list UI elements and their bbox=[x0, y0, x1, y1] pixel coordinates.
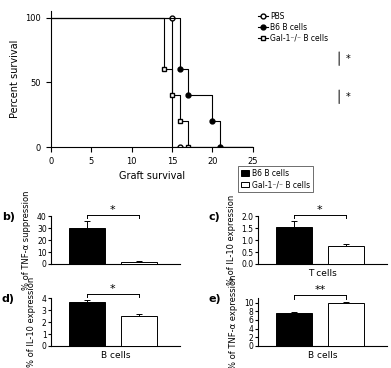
Legend: PBS, B6 B cells, Gal-1⁻/⁻ B cells: PBS, B6 B cells, Gal-1⁻/⁻ B cells bbox=[258, 12, 328, 43]
Bar bbox=[121, 262, 157, 264]
Text: *: * bbox=[110, 284, 116, 294]
Bar bbox=[328, 245, 364, 264]
Text: *: * bbox=[346, 92, 350, 102]
Bar bbox=[276, 314, 312, 346]
Bar bbox=[276, 227, 312, 264]
Text: e): e) bbox=[209, 294, 221, 304]
Y-axis label: % of IL-10 expression: % of IL-10 expression bbox=[227, 195, 236, 285]
Bar bbox=[121, 316, 157, 346]
Y-axis label: Percent survival: Percent survival bbox=[10, 40, 20, 118]
Text: *: * bbox=[317, 205, 323, 215]
Legend: B6 B cells, Gal-1⁻/⁻ B cells: B6 B cells, Gal-1⁻/⁻ B cells bbox=[239, 166, 313, 192]
X-axis label: Graft survival: Graft survival bbox=[119, 171, 185, 181]
Text: d): d) bbox=[2, 294, 15, 304]
X-axis label: T cells: T cells bbox=[308, 269, 337, 279]
Y-axis label: % of TNF-α expression: % of TNF-α expression bbox=[230, 275, 239, 368]
Text: c): c) bbox=[209, 212, 221, 223]
Text: **: ** bbox=[314, 285, 325, 295]
Text: *: * bbox=[110, 205, 116, 215]
X-axis label: B cells: B cells bbox=[308, 351, 337, 361]
Text: b): b) bbox=[2, 212, 15, 223]
X-axis label: B cells: B cells bbox=[101, 351, 130, 361]
Bar bbox=[328, 303, 364, 346]
Bar bbox=[69, 302, 105, 346]
Text: *: * bbox=[346, 54, 350, 64]
Y-axis label: % of TNF-α suppression: % of TNF-α suppression bbox=[22, 190, 31, 290]
Bar bbox=[69, 227, 105, 264]
Y-axis label: % of IL-10 expression: % of IL-10 expression bbox=[27, 277, 36, 367]
